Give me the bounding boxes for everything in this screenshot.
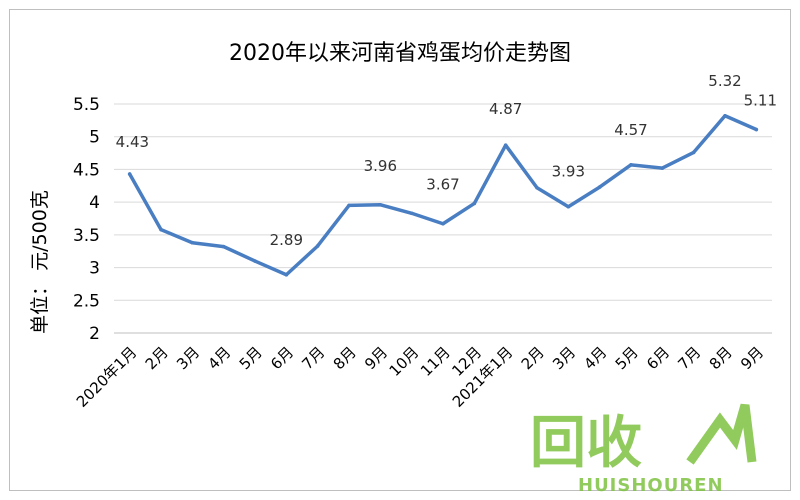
chart-title: 2020年以来河南省鸡蛋均价走势图	[229, 41, 571, 66]
x-tick-label: 2月	[518, 343, 548, 373]
data-point	[127, 172, 132, 176]
y-tick-label: 2.5	[73, 291, 100, 311]
series-line	[127, 114, 759, 277]
x-tick-label: 3月	[549, 343, 579, 373]
data-point	[503, 143, 508, 148]
watermark-mountain-icon	[686, 403, 757, 465]
data-point	[691, 150, 696, 155]
data-label: 3.93	[552, 163, 585, 181]
data-label: 5.11	[744, 92, 777, 110]
data-label: 4.87	[489, 100, 522, 118]
y-tick-label: 4.5	[73, 160, 100, 180]
data-point	[754, 127, 759, 132]
x-tick-label: 5月	[236, 343, 266, 373]
y-tick-label: 5	[89, 128, 100, 148]
watermark-sub-text: HUISHOUREN	[578, 475, 724, 496]
data-label: 2.89	[270, 231, 303, 249]
data-label: 3.96	[364, 157, 397, 175]
data-point	[472, 201, 477, 206]
data-point	[378, 202, 383, 207]
data-label: 4.43	[116, 133, 149, 151]
x-tick-label: 4月	[204, 343, 234, 373]
data-point	[284, 272, 289, 277]
data-label: 4.57	[614, 121, 647, 139]
data-point	[597, 185, 602, 189]
x-tick-label: 11月	[417, 343, 454, 380]
x-tick-label: 9月	[737, 343, 767, 373]
data-point	[441, 221, 445, 226]
data-point	[629, 163, 633, 167]
y-axis-label: 单位： 元/500克	[29, 190, 51, 334]
data-label: 3.67	[426, 176, 459, 194]
x-tick-label: 4月	[580, 343, 610, 373]
x-tick-label: 3月	[173, 343, 203, 373]
series-line-group	[127, 113, 759, 277]
data-point	[660, 166, 665, 170]
data-point	[221, 244, 226, 249]
watermark-logo-text: 回收	[530, 411, 642, 476]
y-tick-label: 4	[89, 193, 100, 213]
y-tick-label: 5.5	[73, 95, 100, 115]
x-tick-label: 8月	[706, 343, 736, 373]
x-tick-label: 6月	[643, 343, 673, 373]
data-label: 5.32	[708, 72, 741, 90]
y-tick-label: 3.5	[73, 226, 100, 246]
data-point	[723, 113, 727, 118]
watermark-logo: 回收 HUISHOUREN	[530, 403, 757, 496]
y-tick-labels: 2 2.5 3 3.5 4 4.5 5 5.5	[73, 95, 100, 344]
data-point	[409, 211, 414, 216]
x-tick-label: 7月	[674, 343, 704, 373]
data-point	[190, 240, 195, 245]
x-tick-label: 6月	[267, 343, 297, 373]
chart-frame	[9, 9, 791, 491]
data-point	[315, 244, 320, 248]
data-point	[347, 203, 351, 208]
data-point	[159, 227, 163, 232]
x-tick-label: 10月	[386, 343, 423, 380]
gridlines	[114, 103, 772, 334]
x-tick-label: 5月	[612, 343, 642, 373]
data-point	[566, 204, 571, 209]
y-tick-label: 3	[89, 259, 100, 279]
y-tick-label: 2	[89, 324, 100, 344]
x-tick-label: 2020年1月	[73, 343, 141, 411]
x-tick-label: 8月	[330, 343, 360, 373]
x-tick-label: 7月	[298, 343, 328, 373]
data-point	[253, 259, 257, 263]
data-labels: 4.43 2.89 3.96 3.67 4.87 3.93 4.57 5.325.11	[116, 72, 777, 249]
x-tick-label: 2月	[142, 343, 172, 373]
data-point	[535, 185, 539, 190]
